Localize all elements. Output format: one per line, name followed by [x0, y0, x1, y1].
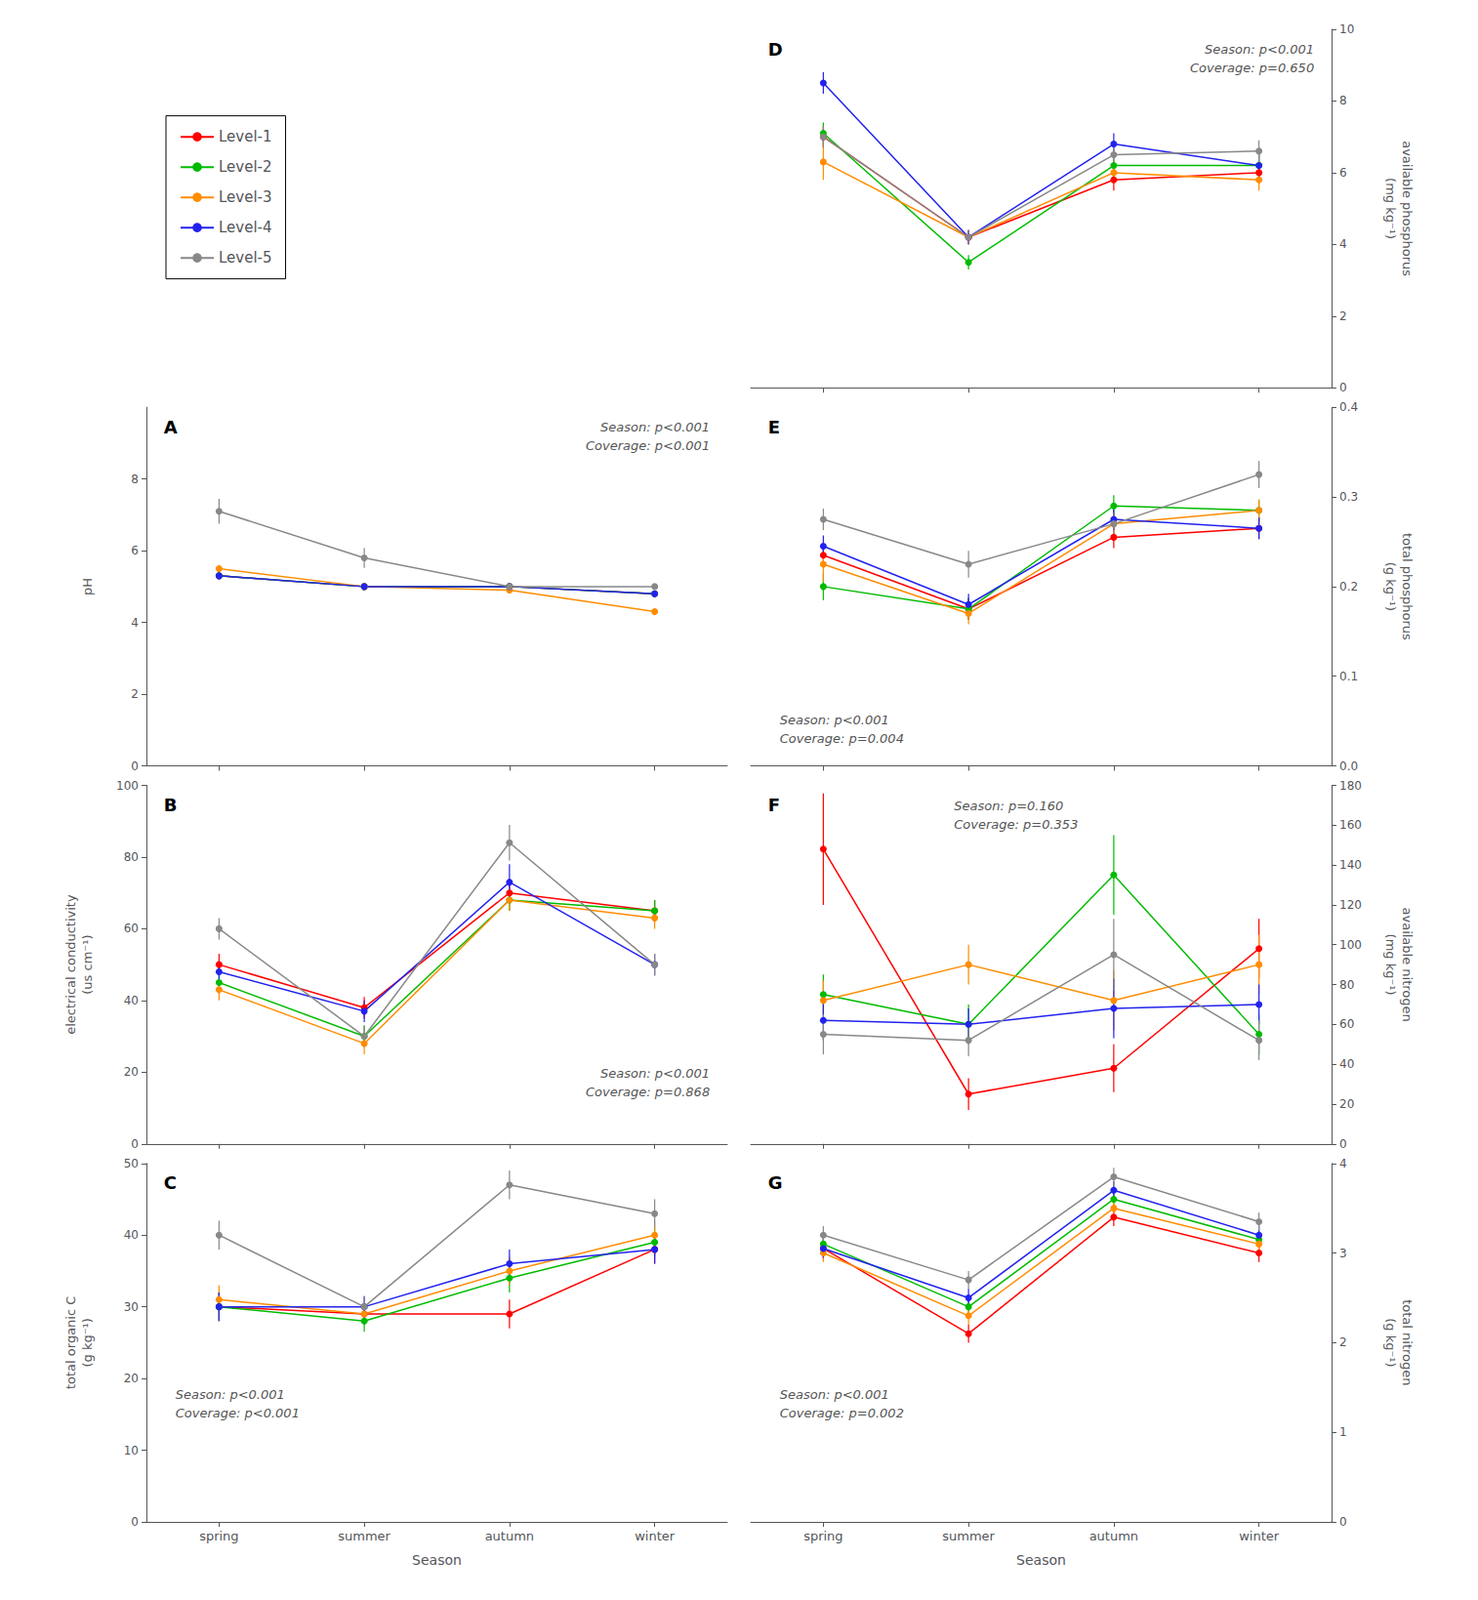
- svg-text:20: 20: [123, 1371, 139, 1386]
- svg-text:Season: Season: [1016, 1552, 1067, 1568]
- svg-text:(mg kg⁻¹): (mg kg⁻¹): [1383, 177, 1398, 240]
- svg-text:C: C: [164, 1172, 177, 1193]
- svg-text:Coverage: p<0.001: Coverage: p<0.001: [585, 438, 710, 453]
- svg-text:2: 2: [1339, 1335, 1348, 1350]
- svg-text:(g kg⁻¹): (g kg⁻¹): [1383, 1317, 1398, 1367]
- svg-text:Season: p<0.001: Season: p<0.001: [600, 1066, 710, 1081]
- svg-text:Coverage: p=0.002: Coverage: p=0.002: [780, 1405, 904, 1421]
- svg-text:80: 80: [123, 850, 139, 864]
- svg-text:0: 0: [130, 1515, 139, 1529]
- svg-text:6: 6: [130, 543, 139, 558]
- svg-text:winter: winter: [1238, 1528, 1280, 1544]
- svg-text:2: 2: [130, 687, 139, 701]
- svg-text:0.3: 0.3: [1339, 490, 1358, 504]
- svg-text:summer: summer: [337, 1528, 391, 1544]
- svg-text:Level-5: Level-5: [218, 248, 273, 267]
- svg-text:120: 120: [1339, 898, 1362, 912]
- svg-text:6: 6: [1339, 165, 1348, 180]
- svg-text:0: 0: [1339, 380, 1348, 395]
- svg-text:8: 8: [130, 472, 139, 487]
- svg-text:10: 10: [1339, 22, 1355, 37]
- svg-text:0: 0: [130, 1137, 139, 1151]
- svg-text:spring: spring: [803, 1528, 843, 1544]
- svg-text:total organic C: total organic C: [63, 1296, 79, 1390]
- svg-text:4: 4: [1339, 1156, 1348, 1171]
- svg-text:autumn: autumn: [485, 1528, 534, 1544]
- svg-text:Level-3: Level-3: [218, 188, 273, 206]
- svg-text:Level-1: Level-1: [218, 127, 273, 146]
- svg-text:available phosphorus: available phosphorus: [1399, 140, 1415, 277]
- svg-text:Season: p=0.160: Season: p=0.160: [953, 798, 1064, 814]
- svg-text:160: 160: [1339, 818, 1362, 832]
- svg-text:total phosphorus: total phosphorus: [1399, 533, 1415, 641]
- svg-text:80: 80: [1339, 978, 1355, 992]
- svg-text:Season: p<0.001: Season: p<0.001: [1204, 41, 1314, 57]
- svg-text:Coverage: p<0.001: Coverage: p<0.001: [175, 1405, 300, 1421]
- svg-text:Season: p<0.001: Season: p<0.001: [780, 712, 890, 728]
- svg-text:0: 0: [130, 759, 139, 774]
- svg-text:Season: p<0.001: Season: p<0.001: [780, 1387, 890, 1402]
- svg-text:D: D: [768, 39, 783, 60]
- svg-text:50: 50: [123, 1156, 139, 1171]
- svg-text:40: 40: [1339, 1057, 1355, 1071]
- svg-text:A: A: [164, 416, 178, 438]
- svg-text:Coverage: p=0.353: Coverage: p=0.353: [953, 817, 1078, 832]
- svg-text:60: 60: [1339, 1017, 1355, 1031]
- svg-text:summer: summer: [942, 1528, 995, 1544]
- svg-text:40: 40: [123, 1228, 139, 1242]
- svg-text:E: E: [768, 416, 781, 438]
- svg-text:(us cm⁻¹): (us cm⁻¹): [80, 935, 95, 995]
- svg-text:0: 0: [1339, 1515, 1348, 1529]
- svg-text:0.4: 0.4: [1339, 400, 1358, 414]
- svg-text:4: 4: [1339, 237, 1348, 251]
- svg-text:Season: p<0.001: Season: p<0.001: [175, 1387, 286, 1402]
- svg-text:0.0: 0.0: [1339, 759, 1358, 774]
- svg-text:20: 20: [123, 1065, 139, 1079]
- svg-text:Season: Season: [411, 1552, 462, 1568]
- svg-text:0.1: 0.1: [1339, 669, 1358, 684]
- svg-text:Level-4: Level-4: [218, 218, 273, 237]
- svg-text:180: 180: [1339, 779, 1362, 793]
- svg-text:100: 100: [1339, 938, 1362, 952]
- svg-text:pH: pH: [80, 577, 95, 596]
- svg-text:100: 100: [116, 779, 139, 793]
- svg-text:B: B: [164, 794, 178, 816]
- svg-text:Coverage: p=0.004: Coverage: p=0.004: [780, 731, 904, 746]
- svg-text:140: 140: [1339, 858, 1362, 872]
- svg-text:3: 3: [1339, 1246, 1348, 1261]
- svg-text:spring: spring: [199, 1528, 239, 1544]
- svg-text:60: 60: [123, 921, 139, 936]
- svg-text:available nitrogen: available nitrogen: [1399, 906, 1415, 1022]
- svg-text:40: 40: [123, 993, 139, 1008]
- svg-text:0.2: 0.2: [1339, 579, 1358, 594]
- svg-text:Coverage: p=0.650: Coverage: p=0.650: [1190, 60, 1314, 76]
- svg-text:30: 30: [123, 1300, 139, 1314]
- svg-text:20: 20: [1339, 1097, 1355, 1111]
- svg-text:10: 10: [123, 1443, 139, 1458]
- svg-text:8: 8: [1339, 93, 1348, 108]
- svg-text:2: 2: [1339, 309, 1348, 324]
- svg-text:winter: winter: [634, 1528, 676, 1544]
- svg-text:(g kg⁻¹): (g kg⁻¹): [1383, 562, 1398, 612]
- svg-text:Level-2: Level-2: [218, 158, 273, 176]
- svg-text:electrical conductivity: electrical conductivity: [63, 894, 79, 1035]
- svg-text:autumn: autumn: [1089, 1528, 1139, 1544]
- svg-text:(g kg⁻¹): (g kg⁻¹): [80, 1317, 95, 1367]
- svg-text:total nitrogen: total nitrogen: [1399, 1299, 1415, 1386]
- svg-text:F: F: [768, 794, 781, 816]
- svg-text:(mg kg⁻¹): (mg kg⁻¹): [1383, 934, 1398, 996]
- svg-text:1: 1: [1339, 1425, 1348, 1439]
- svg-text:Season: p<0.001: Season: p<0.001: [600, 419, 710, 435]
- svg-text:Coverage: p=0.868: Coverage: p=0.868: [585, 1084, 710, 1100]
- svg-text:0: 0: [1339, 1137, 1348, 1151]
- svg-text:G: G: [768, 1172, 783, 1193]
- svg-text:4: 4: [130, 615, 139, 630]
